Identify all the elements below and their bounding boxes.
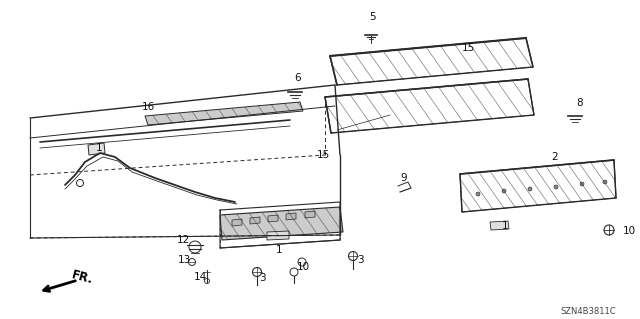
Text: 16: 16 xyxy=(141,102,155,112)
Polygon shape xyxy=(267,231,289,240)
Text: 8: 8 xyxy=(577,98,583,108)
Text: 13: 13 xyxy=(177,255,191,265)
Polygon shape xyxy=(232,219,242,226)
Circle shape xyxy=(554,185,558,189)
Circle shape xyxy=(580,182,584,186)
Polygon shape xyxy=(145,102,303,125)
Text: 6: 6 xyxy=(294,73,301,83)
Text: 9: 9 xyxy=(401,173,407,183)
Text: SZN4B3811C: SZN4B3811C xyxy=(560,307,616,315)
Circle shape xyxy=(528,187,532,191)
Circle shape xyxy=(476,192,480,196)
Text: 5: 5 xyxy=(369,12,375,22)
Text: 1: 1 xyxy=(96,143,102,153)
Text: 10: 10 xyxy=(623,226,636,236)
Circle shape xyxy=(603,180,607,184)
Polygon shape xyxy=(268,215,278,222)
Polygon shape xyxy=(220,207,343,240)
Polygon shape xyxy=(286,213,296,220)
Polygon shape xyxy=(490,221,509,230)
Text: FR.: FR. xyxy=(70,268,95,286)
Polygon shape xyxy=(325,79,534,133)
Text: 1: 1 xyxy=(502,221,508,231)
Text: 15: 15 xyxy=(461,43,475,53)
Text: 14: 14 xyxy=(193,272,207,282)
Polygon shape xyxy=(460,160,616,212)
Polygon shape xyxy=(88,143,105,155)
Text: 2: 2 xyxy=(552,152,558,162)
Text: 3: 3 xyxy=(259,273,266,283)
Polygon shape xyxy=(305,211,315,218)
Circle shape xyxy=(502,189,506,193)
Text: 10: 10 xyxy=(296,262,310,272)
Text: 15: 15 xyxy=(316,150,330,160)
Text: 12: 12 xyxy=(177,235,189,245)
Polygon shape xyxy=(250,217,260,224)
Polygon shape xyxy=(330,38,533,85)
Text: 1: 1 xyxy=(276,245,282,255)
Text: 3: 3 xyxy=(356,255,364,265)
